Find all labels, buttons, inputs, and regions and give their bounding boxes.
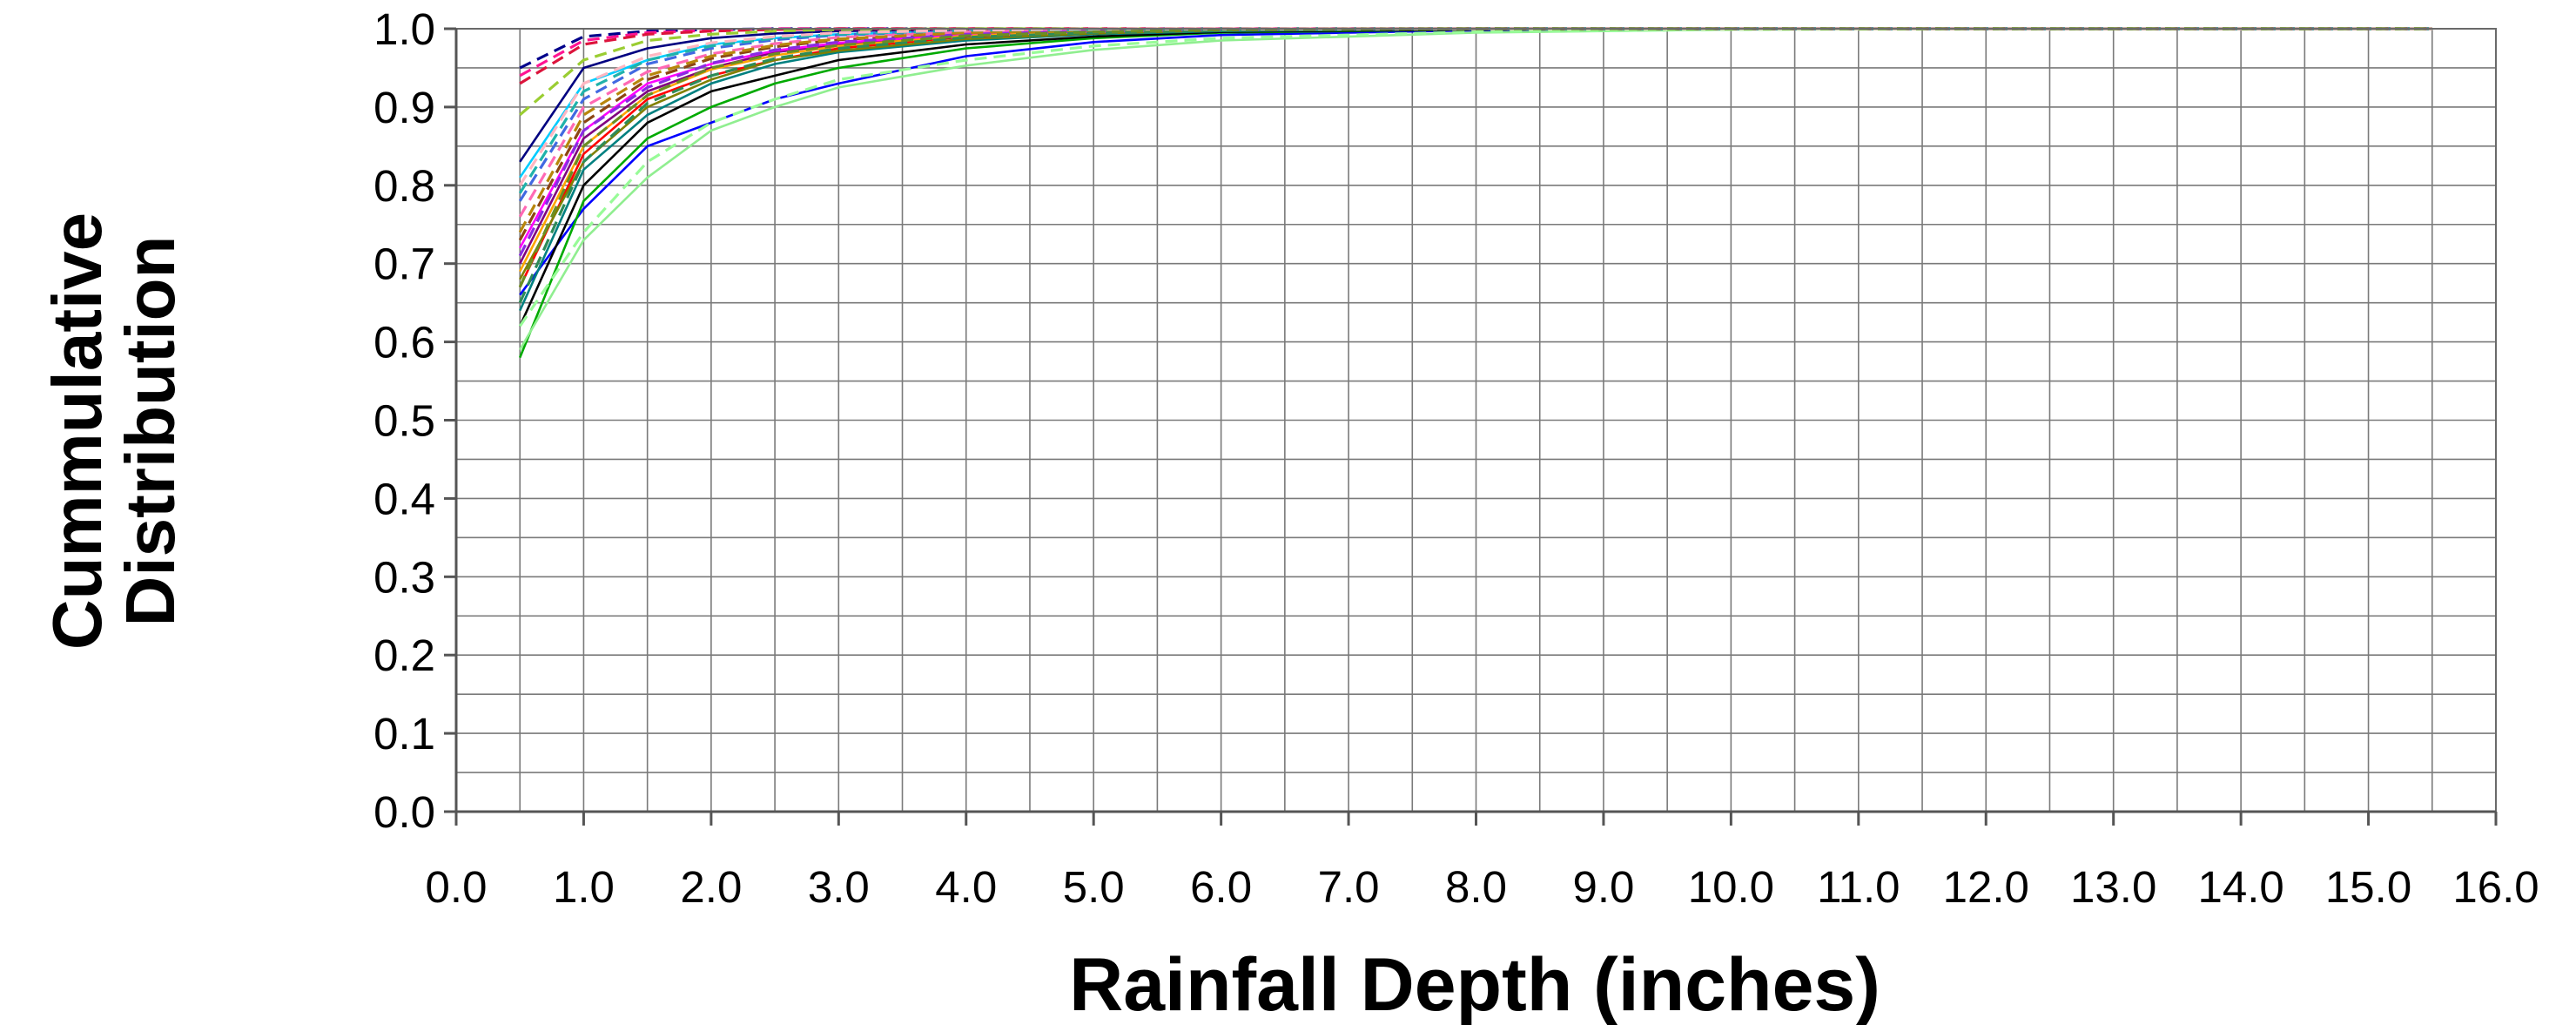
- y-tick-label: 0.8: [373, 161, 435, 211]
- x-tick-label: 9.0: [1572, 862, 1634, 912]
- y-axis-label-line-2: Distribution: [111, 236, 189, 627]
- series-line-20: [518, 27, 2432, 304]
- y-tick-label: 0.3: [373, 552, 435, 602]
- x-tick-label: 1.0: [553, 862, 615, 912]
- x-tick-label: 11.0: [1817, 862, 1900, 912]
- y-tick-label: 0.6: [373, 318, 435, 368]
- x-tick-label: 6.0: [1190, 862, 1252, 912]
- x-tick-label: 0.0: [426, 862, 488, 912]
- y-tick-label: 0.9: [373, 83, 435, 132]
- x-tick-label: 16.0: [2452, 862, 2539, 912]
- x-tick-label: 13.0: [2070, 862, 2156, 912]
- y-tick-label: 0.4: [373, 474, 435, 523]
- series-line-14: [519, 27, 2432, 78]
- x-axis-ticks: 0.0 1.0 2.0 3.0 4.0 5.0 6.0 7.0 8.0 9.0 10.0 11.0 12…: [426, 812, 2539, 912]
- y-tick-label: 0.1: [373, 709, 435, 759]
- x-tick-label: 15.0: [2325, 862, 2411, 912]
- series-line-17: [518, 27, 2432, 202]
- x-tick-label: 5.0: [1063, 862, 1125, 912]
- x-tick-label: 14.0: [2197, 862, 2283, 912]
- x-tick-label: 7.0: [1318, 862, 1380, 912]
- series-line-15: [519, 27, 2432, 85]
- y-axis-ticks: 0.0 0.1 0.2 0.3 0.4 0.5 0.6 0.7 0.8 0.9 1.0: [373, 4, 456, 837]
- y-tick-label: 1.0: [373, 4, 435, 54]
- y-axis-label-line-1: Cummulative: [38, 212, 116, 650]
- x-tick-label: 4.0: [935, 862, 997, 912]
- x-tick-label: 2.0: [680, 862, 742, 912]
- x-axis-label: Rainfall Depth (inches): [1069, 943, 1880, 1025]
- x-tick-label: 12.0: [1943, 862, 2029, 912]
- x-tick-label: 10.0: [1688, 862, 1774, 912]
- plot-grid: [456, 29, 2496, 812]
- y-tick-label: 0.2: [373, 631, 435, 680]
- x-tick-label: 8.0: [1445, 862, 1507, 912]
- y-tick-label: 0.7: [373, 239, 435, 289]
- x-tick-label: 3.0: [808, 862, 870, 912]
- y-axis-label: Cummulative Distribution: [38, 212, 189, 650]
- y-tick-label: 0.5: [373, 396, 435, 446]
- y-tick-label: 0.0: [373, 787, 435, 837]
